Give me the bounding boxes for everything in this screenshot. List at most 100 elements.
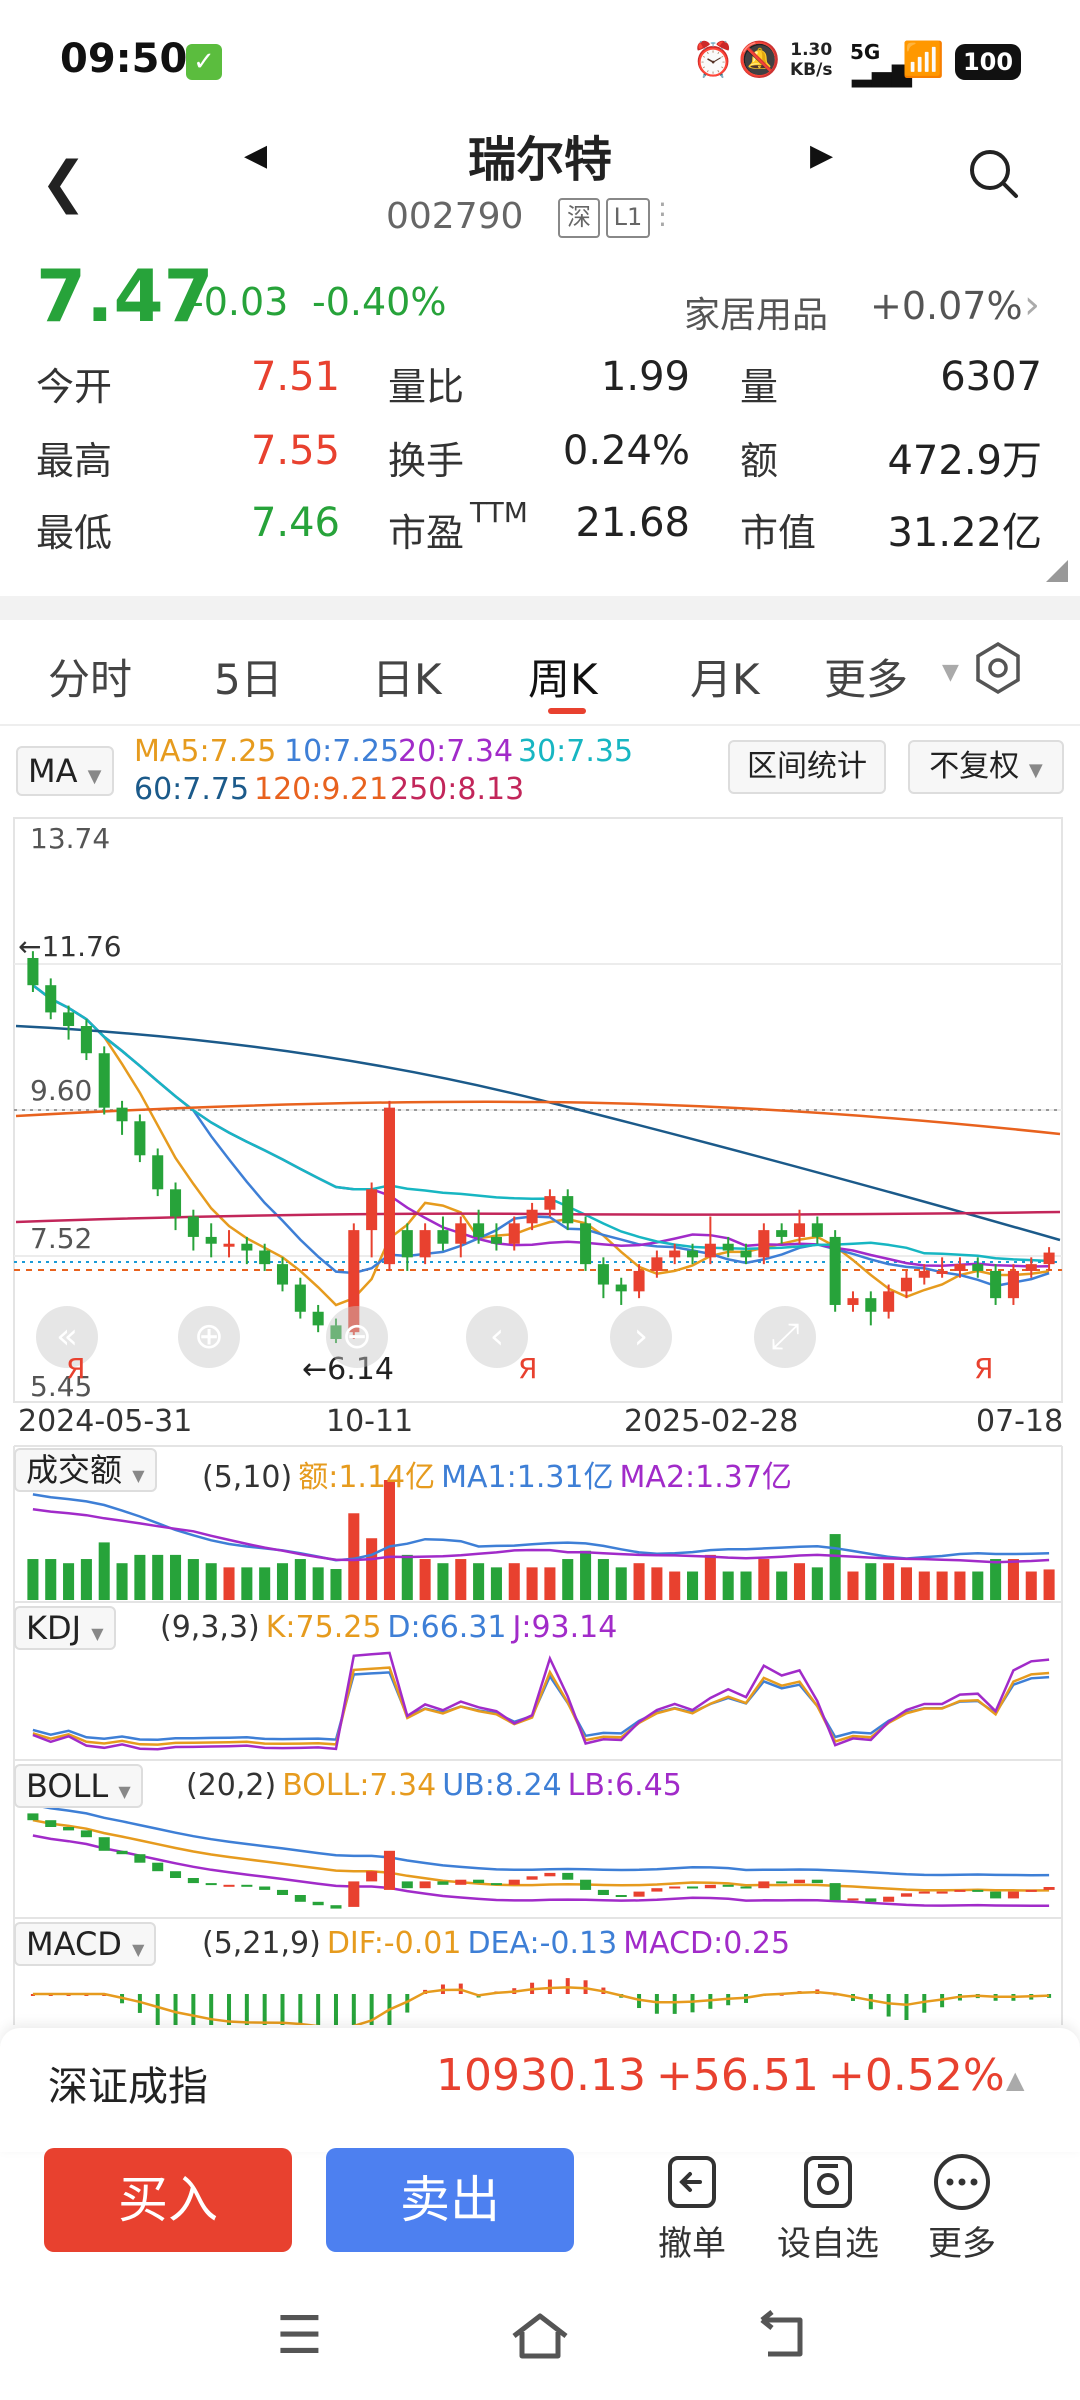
ma-legend-item: 60:7.75	[134, 772, 250, 807]
volume-bar	[134, 1554, 146, 1600]
volume-bar	[615, 1567, 627, 1600]
volume-bar	[437, 1563, 449, 1600]
boll-candle	[900, 1893, 912, 1897]
candle-body	[312, 1311, 324, 1326]
tab-2[interactable]: 日K	[372, 655, 442, 704]
candle-body	[687, 1250, 699, 1258]
tab-1[interactable]: 5日	[214, 655, 283, 704]
tab-4[interactable]: 月K	[690, 655, 760, 704]
volume-bar	[330, 1569, 342, 1600]
quote-value: 31.22亿	[887, 510, 1042, 556]
interval-stats-button[interactable]: 区间统计	[728, 740, 886, 794]
boll-candle	[1007, 1891, 1019, 1899]
menu-icon[interactable]: ☰	[276, 2306, 323, 2366]
y-axis-max: 13.74	[30, 822, 111, 855]
buy-button[interactable]: 买入	[44, 2148, 292, 2252]
low-price-marker: ←6.14	[302, 1352, 394, 1387]
kline-chart[interactable]	[0, 810, 1080, 2025]
boll-candle	[455, 1879, 467, 1885]
event-marker-icon[interactable]: Я	[518, 1352, 538, 1385]
add-watchlist-icon[interactable]	[796, 2150, 860, 2214]
boll-candle	[63, 1827, 75, 1831]
expand-corner-icon[interactable]	[1046, 560, 1068, 582]
candle-body	[419, 1230, 431, 1258]
exchange-tag: 深	[558, 198, 600, 238]
kdj-indicator-label: KDJ	[26, 1609, 82, 1647]
volume-bar	[704, 1554, 716, 1600]
boll-candle	[508, 1879, 520, 1885]
fullscreen-icon[interactable]: ⤢	[754, 1306, 816, 1368]
event-marker-icon[interactable]: Я	[974, 1352, 994, 1385]
tab-0[interactable]: 分时	[48, 655, 133, 704]
next-stock-button[interactable]: ▶	[810, 138, 834, 173]
sector-name[interactable]: 家居用品	[684, 295, 829, 336]
macd-bars	[30, 1978, 1052, 2025]
boll-candle	[1043, 1887, 1055, 1890]
candle-body	[972, 1264, 984, 1271]
back-button[interactable]: ❮	[40, 150, 87, 215]
ma-selector-dropdown[interactable]: MA ▼	[16, 746, 114, 796]
home-icon[interactable]	[508, 2310, 572, 2362]
boll-candle	[793, 1879, 806, 1884]
ma-line	[15, 1024, 1061, 1242]
boll-candle	[276, 1889, 289, 1895]
tab-5[interactable]: 更多	[824, 655, 909, 704]
boll-candle	[312, 1901, 324, 1906]
volume-bar	[883, 1563, 895, 1600]
search-icon[interactable]	[968, 148, 1020, 200]
sector-change-pct[interactable]: +0.07%	[870, 284, 1023, 328]
volume-bar	[651, 1567, 663, 1600]
index-name: 深证成指	[48, 2064, 208, 2110]
macd-bar	[333, 1994, 338, 2025]
chevron-down-icon: ▼	[118, 1782, 131, 1801]
status-bar: 09:50 ✓ ⏰ 🔕 1.30 KB/s 5G ▂▄▆ 📶 100	[0, 0, 1080, 120]
candle-body	[954, 1264, 966, 1271]
chevron-right-icon[interactable]: ›	[1024, 282, 1040, 328]
boll-legend-item: LB:6.45	[567, 1768, 682, 1803]
volume-bar	[829, 1534, 841, 1600]
back-nav-icon[interactable]	[752, 2310, 812, 2362]
volume-bar	[241, 1567, 253, 1600]
boll-candle	[990, 1891, 1002, 1899]
boll-candle	[544, 1872, 556, 1877]
kdj-legend-item: D:66.31	[387, 1610, 507, 1645]
date-label: 10-11	[326, 1404, 414, 1439]
price-adjust-dropdown[interactable]: 不复权 ▼	[908, 740, 1064, 794]
candle-body	[366, 1189, 378, 1231]
kdj-indicator-dropdown[interactable]: KDJ ▼	[14, 1606, 116, 1650]
chevron-down-icon[interactable]: ▼	[942, 660, 959, 685]
volume-bar	[811, 1567, 823, 1600]
zoom-in-icon[interactable]: ⊕	[178, 1306, 240, 1368]
candle-body	[740, 1250, 752, 1258]
section-divider	[0, 596, 1080, 620]
candle-body	[615, 1284, 627, 1292]
macd-bar	[298, 1994, 303, 2025]
cancel-order-label[interactable]: 撤单	[658, 2224, 726, 2264]
scroll-to-start-icon[interactable]: «	[36, 1306, 98, 1368]
boll-candle	[687, 1886, 699, 1889]
more-dots-icon[interactable]: · · ·	[658, 188, 667, 241]
add-watchlist-label[interactable]: 设自选	[777, 2224, 879, 2264]
candle-body	[401, 1230, 413, 1258]
boll-candle	[98, 1837, 110, 1851]
previous-stock-button[interactable]: ◀	[244, 138, 268, 173]
volume-indicator-dropdown[interactable]: 成交额 ▼	[14, 1448, 157, 1492]
volume-bars	[27, 1480, 1055, 1600]
more-options-icon[interactable]	[930, 2150, 994, 2214]
event-marker-icon[interactable]: Я	[66, 1352, 86, 1385]
index-ticker-bar[interactable]	[0, 2028, 1080, 2152]
more-options-label[interactable]: 更多	[928, 2224, 996, 2264]
sell-button[interactable]: 卖出	[326, 2148, 574, 2252]
boll-indicator-dropdown[interactable]: BOLL ▼	[14, 1764, 143, 1808]
volume-bar	[63, 1563, 75, 1600]
zoom-out-icon[interactable]: ⊖	[326, 1306, 388, 1368]
tab-3[interactable]: 周K	[528, 655, 598, 704]
scroll-right-icon[interactable]: ›	[610, 1306, 672, 1368]
macd-indicator-dropdown[interactable]: MACD ▼	[14, 1922, 157, 1966]
volume-bar	[758, 1559, 770, 1600]
scroll-left-icon[interactable]: ‹	[466, 1306, 528, 1368]
chart-settings-icon[interactable]	[970, 640, 1026, 696]
chevron-up-icon[interactable]: ▲	[1006, 2066, 1025, 2094]
boll-legend-item: BOLL:7.34	[282, 1768, 437, 1803]
cancel-order-icon[interactable]	[660, 2150, 724, 2214]
